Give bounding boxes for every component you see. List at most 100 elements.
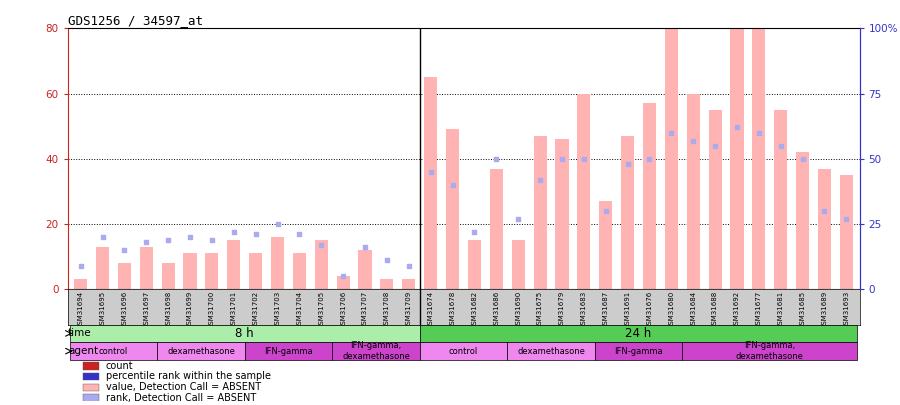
Text: GSM31684: GSM31684	[690, 291, 697, 329]
Bar	[315, 240, 328, 289]
Point	[796, 156, 810, 162]
Point	[140, 239, 154, 245]
Point	[839, 215, 853, 222]
Point	[643, 156, 657, 162]
Text: GSM31707: GSM31707	[362, 291, 368, 329]
Text: GSM31677: GSM31677	[756, 291, 762, 329]
Point	[358, 244, 373, 251]
Bar	[599, 201, 612, 289]
Point	[314, 242, 328, 248]
Bar	[249, 253, 262, 289]
Text: IFN-gamma,
dexamethasone: IFN-gamma, dexamethasone	[342, 341, 410, 361]
Text: GSM31686: GSM31686	[493, 291, 500, 329]
Bar	[595, 342, 682, 360]
Point	[664, 130, 679, 136]
Text: GSM31704: GSM31704	[296, 291, 302, 329]
Bar	[140, 247, 153, 289]
Point	[708, 143, 723, 149]
Bar	[162, 263, 175, 289]
Bar	[69, 324, 419, 342]
Bar	[245, 342, 332, 360]
Text: GSM31708: GSM31708	[384, 291, 390, 329]
Text: IFN-gamma: IFN-gamma	[614, 347, 662, 356]
Text: GSM31688: GSM31688	[712, 291, 718, 329]
Bar	[621, 136, 634, 289]
Point	[74, 262, 88, 269]
Point	[467, 228, 482, 235]
Bar	[271, 237, 284, 289]
Text: IFN-gamma: IFN-gamma	[265, 347, 313, 356]
Point	[773, 143, 788, 149]
Text: GSM31676: GSM31676	[646, 291, 652, 329]
Text: dexamethasone: dexamethasone	[518, 347, 585, 356]
Point	[204, 237, 219, 243]
Bar	[424, 77, 437, 289]
Bar	[731, 22, 743, 289]
Text: GSM31678: GSM31678	[450, 291, 455, 329]
Bar	[74, 279, 87, 289]
Bar	[468, 240, 481, 289]
Point	[161, 237, 176, 243]
Point	[183, 234, 197, 240]
Text: GSM31703: GSM31703	[274, 291, 281, 329]
Bar	[84, 384, 99, 391]
Point	[489, 156, 503, 162]
Text: percentile rank within the sample: percentile rank within the sample	[105, 371, 271, 382]
Text: GSM31705: GSM31705	[319, 291, 324, 329]
Bar	[419, 342, 508, 360]
Point	[533, 177, 547, 183]
Text: GSM31695: GSM31695	[100, 291, 105, 329]
Bar	[118, 263, 130, 289]
Text: GSM31680: GSM31680	[669, 291, 674, 329]
Bar	[205, 253, 219, 289]
Bar	[84, 362, 99, 370]
Bar	[687, 94, 700, 289]
Bar	[184, 253, 196, 289]
Text: agent: agent	[68, 346, 98, 356]
Text: count: count	[105, 361, 133, 371]
Text: 8 h: 8 h	[236, 327, 254, 340]
Point	[270, 221, 284, 227]
Point	[730, 124, 744, 131]
Text: GSM31689: GSM31689	[822, 291, 827, 329]
Point	[292, 231, 307, 238]
Point	[401, 262, 416, 269]
Text: GSM31679: GSM31679	[559, 291, 565, 329]
Bar	[358, 250, 372, 289]
Point	[752, 130, 766, 136]
Text: GSM31692: GSM31692	[734, 291, 740, 329]
Bar	[511, 240, 525, 289]
Point	[380, 257, 394, 264]
Bar	[96, 247, 109, 289]
Point	[227, 228, 241, 235]
Point	[577, 156, 591, 162]
Text: GSM31690: GSM31690	[515, 291, 521, 329]
Text: 24 h: 24 h	[626, 327, 652, 340]
Text: GSM31698: GSM31698	[165, 291, 171, 329]
Bar	[381, 279, 393, 289]
Bar	[708, 110, 722, 289]
Text: GSM31701: GSM31701	[230, 291, 237, 329]
Bar	[446, 130, 459, 289]
Bar	[796, 152, 809, 289]
Text: GSM31693: GSM31693	[843, 291, 850, 329]
Text: GSM31694: GSM31694	[77, 291, 84, 329]
Bar	[402, 279, 416, 289]
Bar	[665, 6, 678, 289]
Point	[511, 215, 526, 222]
Bar	[774, 110, 788, 289]
Bar	[577, 94, 590, 289]
Bar	[332, 342, 419, 360]
Point	[554, 156, 569, 162]
Point	[620, 161, 634, 167]
Text: value, Detection Call = ABSENT: value, Detection Call = ABSENT	[105, 382, 261, 392]
Bar	[69, 342, 158, 360]
Bar	[508, 342, 595, 360]
Bar	[84, 373, 99, 380]
Bar	[534, 136, 546, 289]
Text: GSM31702: GSM31702	[253, 291, 258, 329]
Text: GSM31696: GSM31696	[122, 291, 128, 329]
Bar	[555, 139, 569, 289]
Point	[446, 181, 460, 188]
Text: time: time	[68, 328, 92, 339]
